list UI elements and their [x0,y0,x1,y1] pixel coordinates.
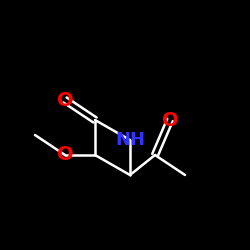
Text: O: O [57,146,73,165]
Text: O: O [162,110,178,130]
Text: NH: NH [115,131,145,149]
Text: O: O [57,90,73,110]
